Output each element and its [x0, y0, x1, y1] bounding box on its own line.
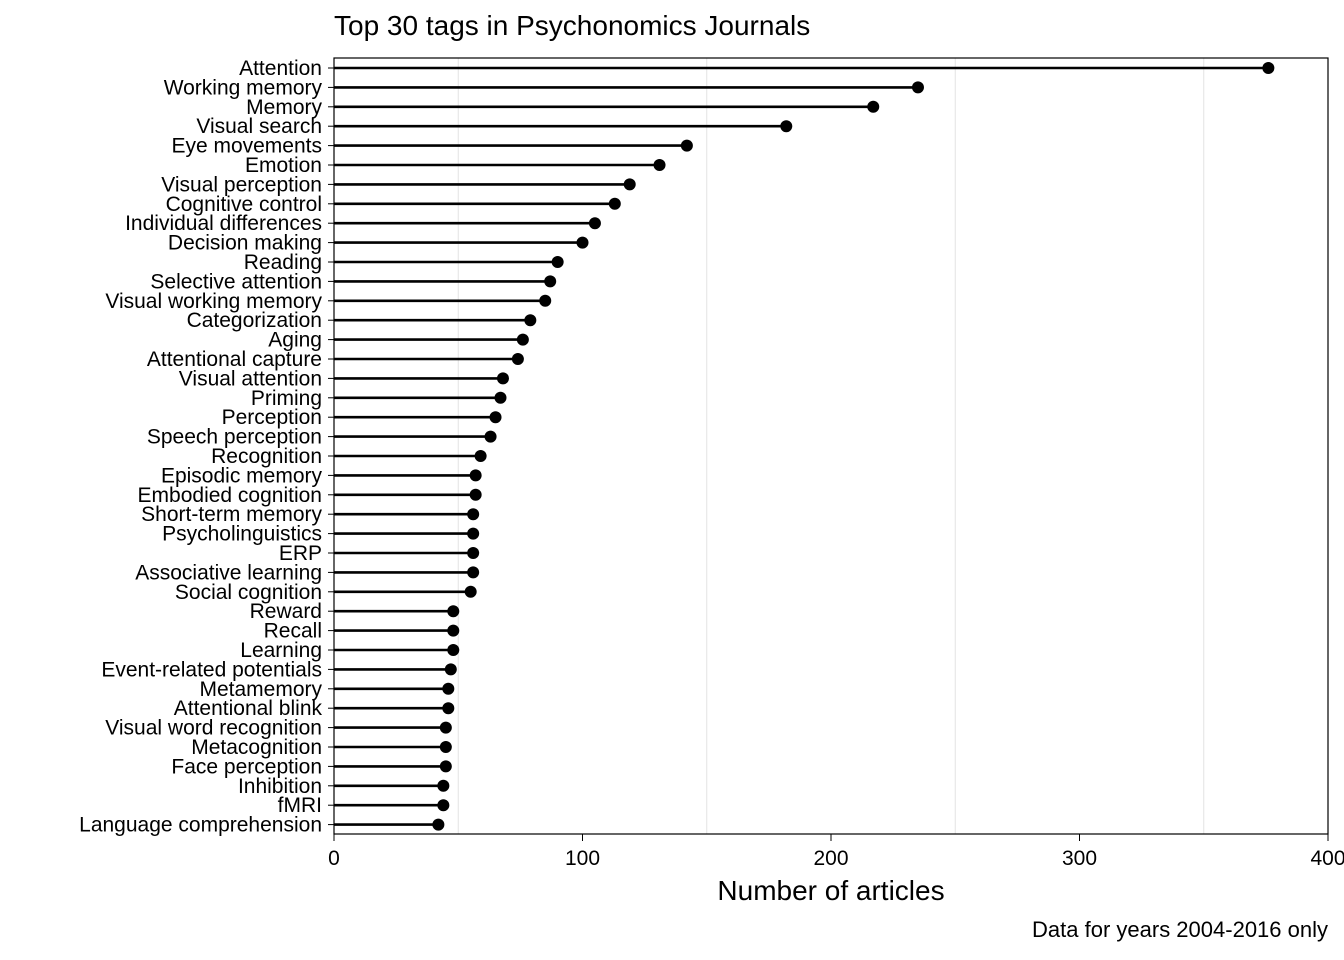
lollipop-point: [437, 779, 450, 792]
y-tick-label: Memory: [246, 96, 322, 119]
lollipop-point: [489, 411, 502, 424]
lollipop-point: [780, 120, 793, 133]
x-tick-label: 0: [328, 847, 340, 870]
lollipop-point: [524, 314, 537, 327]
marks-layer: [334, 62, 1275, 831]
lollipop-point: [437, 799, 450, 812]
y-tick-label: Associative learning: [135, 561, 322, 584]
y-tick-label: Emotion: [245, 154, 322, 177]
lollipop-point: [867, 100, 880, 113]
x-tick-label: 400: [1310, 847, 1344, 870]
lollipop-point: [439, 741, 452, 753]
lollipop-point: [439, 721, 452, 734]
lollipop-point: [911, 81, 924, 94]
y-tick-label: Visual working memory: [105, 290, 322, 313]
y-tick-label: Speech perception: [147, 426, 322, 449]
lollipop-point: [469, 488, 482, 501]
y-tick-label: Decision making: [168, 232, 322, 255]
y-tick-label: Event-related potentials: [101, 658, 322, 681]
y-tick-label: Priming: [251, 387, 322, 410]
lollipop-point: [484, 430, 497, 443]
lollipop-point: [447, 605, 460, 618]
lollipop-point: [680, 139, 693, 152]
y-tick-label: Working memory: [164, 76, 323, 99]
lollipop-point: [469, 469, 482, 482]
lollipop-point: [447, 624, 460, 637]
lollipop-point: [432, 818, 445, 831]
y-tick-label: Attention: [239, 57, 322, 80]
plot-frame: [333, 57, 1329, 835]
lollipop-point: [474, 450, 487, 462]
lollipop-point: [494, 391, 507, 404]
lollipop-point: [467, 566, 480, 579]
y-tick-label: Short-term memory: [141, 503, 322, 526]
y-tick-label: Attentional blink: [174, 697, 323, 720]
y-tick-label: Reward: [250, 600, 322, 623]
y-tick-label: Social cognition: [175, 581, 322, 604]
y-tick-label: Cognitive control: [166, 193, 322, 216]
y-tick-label: Visual word recognition: [105, 717, 322, 740]
y-tick-label: Selective attention: [150, 270, 322, 293]
y-tick-label: Attentional capture: [147, 348, 322, 371]
y-tick-label: Reading: [244, 251, 322, 274]
y-tick-label: Visual perception: [161, 173, 322, 196]
lollipop-point: [539, 294, 552, 307]
y-tick-label: Perception: [222, 406, 322, 429]
y-tick-label: Episodic memory: [161, 464, 323, 487]
chart-title: Top 30 tags in Psychonomics Journals: [334, 10, 811, 41]
x-tick-label: 100: [565, 847, 600, 870]
y-tick-label: Visual attention: [179, 367, 322, 390]
y-tick-label: Embodied cognition: [138, 484, 322, 507]
lollipop-point: [588, 217, 601, 230]
lollipop-point: [608, 197, 621, 210]
y-tick-label: Individual differences: [125, 212, 322, 235]
grid-layer: [457, 58, 1205, 834]
y-tick-label: Face perception: [171, 755, 322, 778]
y-tick-label: Metacognition: [191, 736, 322, 759]
y-tick-label: Eye movements: [171, 135, 322, 158]
lollipop-point: [467, 527, 480, 540]
y-tick-label: Recall: [264, 620, 322, 643]
lollipop-point: [467, 508, 480, 521]
y-tick-label: Categorization: [187, 309, 322, 332]
y-tick-label: Inhibition: [238, 775, 322, 798]
y-tick-label: Aging: [268, 329, 322, 352]
y-tick-label: Language comprehension: [79, 814, 322, 837]
y-tick-label: Visual search: [196, 115, 322, 138]
y-tick-label: Recognition: [211, 445, 322, 468]
lollipop-point: [1262, 62, 1275, 74]
chart-caption: Data for years 2004-2016 only: [1032, 917, 1328, 942]
lollipop-point: [496, 372, 509, 385]
x-tick-label: 200: [813, 847, 848, 870]
x-axis-title: Number of articles: [717, 875, 944, 906]
lollipop-point: [467, 547, 480, 559]
x-tick-label: 300: [1062, 847, 1097, 870]
y-tick-label: Learning: [240, 639, 322, 662]
x-axis: 0 100 200 300 400: [328, 834, 1344, 870]
lollipop-point: [544, 275, 557, 288]
lollipop-point: [447, 644, 460, 656]
lollipop-point: [442, 702, 455, 715]
lollipop-point: [444, 663, 457, 676]
lollipop-point: [653, 159, 666, 171]
lollipop-point: [623, 178, 636, 191]
lollipop-point: [442, 682, 455, 695]
y-tick-label: fMRI: [278, 794, 322, 817]
lollipop-point: [439, 760, 452, 773]
lollipop-point: [511, 353, 524, 365]
y-tick-label: Metamemory: [199, 678, 322, 701]
lollipop-point: [516, 333, 529, 346]
y-tick-label: Psycholinguistics: [162, 523, 322, 546]
y-tick-label: ERP: [279, 542, 322, 565]
lollipop-point: [576, 236, 589, 249]
lollipop-point: [551, 256, 564, 268]
lollipop-point: [464, 585, 477, 598]
